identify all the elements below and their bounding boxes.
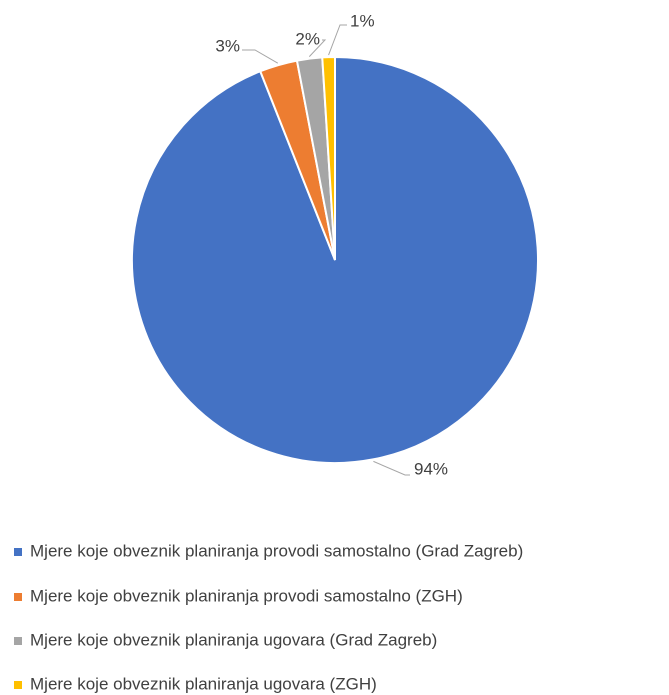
legend-label: Mjere koje obveznik planiranja provodi s… bbox=[30, 541, 523, 560]
legend-marker bbox=[14, 637, 22, 645]
data-label: 94% bbox=[414, 459, 448, 478]
legend-label: Mjere koje obveznik planiranja ugovara (… bbox=[30, 674, 377, 693]
pie-slice bbox=[321, 55, 336, 261]
legend-label: Mjere koje obveznik planiranja provodi s… bbox=[30, 586, 463, 605]
data-label: 2% bbox=[295, 29, 320, 48]
legend-marker bbox=[14, 548, 22, 556]
legend-marker bbox=[14, 681, 22, 689]
leader-line bbox=[308, 39, 327, 57]
leader-line bbox=[242, 49, 279, 64]
data-label: 3% bbox=[215, 36, 240, 55]
legend-marker bbox=[14, 593, 22, 601]
data-label: 1% bbox=[350, 11, 375, 30]
legend-label: Mjere koje obveznik planiranja ugovara (… bbox=[30, 630, 437, 649]
leader-line bbox=[328, 24, 347, 56]
leader-line bbox=[373, 460, 410, 476]
